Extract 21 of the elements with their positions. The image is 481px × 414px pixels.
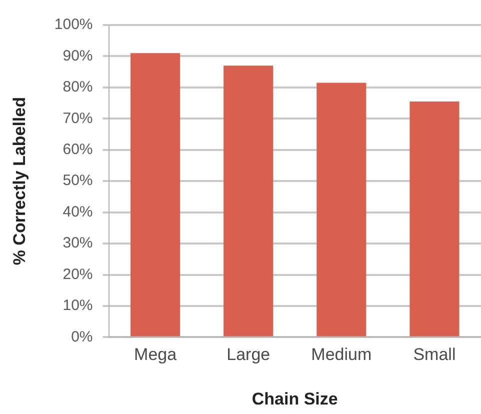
y-tick-label: 40% [62, 203, 93, 220]
y-tick-label: 70% [62, 110, 93, 127]
bar [410, 101, 460, 336]
y-tick-label: 10% [62, 297, 93, 314]
x-tick-label: Medium [311, 345, 372, 364]
y-tick-label: 20% [62, 266, 93, 283]
x-tick-label: Large [226, 345, 270, 364]
x-axis-title: Chain Size [252, 389, 338, 408]
y-tick-label: 60% [62, 141, 93, 158]
y-tick-label: 80% [62, 78, 93, 96]
y-tick-label: 30% [62, 234, 93, 252]
bar [224, 66, 274, 336]
y-tick-label: 90% [62, 47, 93, 64]
bar [316, 82, 366, 336]
y-tick-label: 50% [62, 172, 93, 190]
y-axis-title: % Correctly Labelled [10, 97, 29, 266]
x-tick-label: Mega [134, 345, 178, 364]
y-tick-label: 0% [71, 328, 93, 346]
x-tick-label: Small [413, 345, 456, 364]
y-tick-label: 100% [54, 16, 93, 34]
bar [130, 53, 180, 336]
